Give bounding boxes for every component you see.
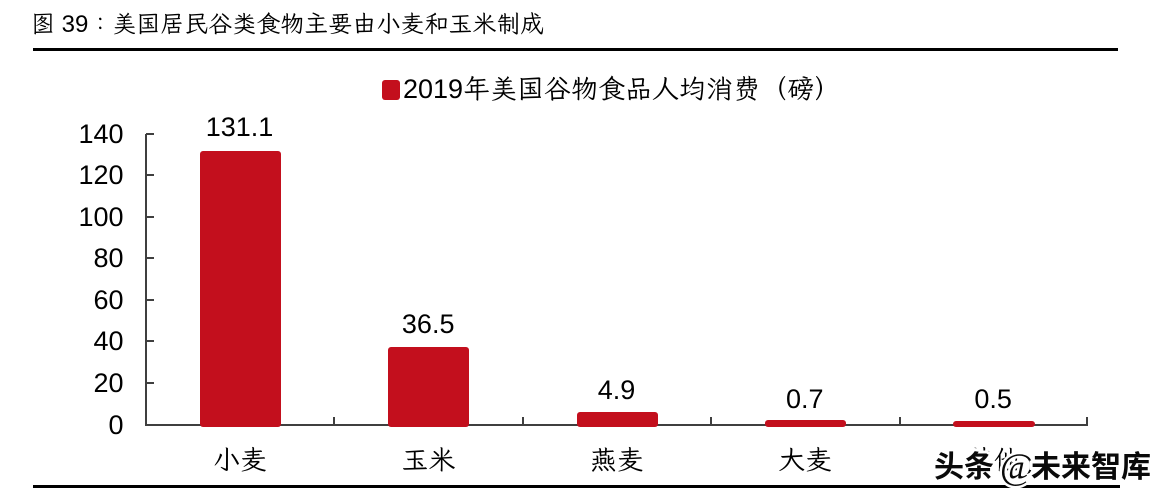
svg-text:未来智库: 未来智库 xyxy=(1031,451,1151,484)
svg-text:头条: 头条 xyxy=(934,451,994,484)
svg-text:@: @ xyxy=(1000,447,1034,488)
